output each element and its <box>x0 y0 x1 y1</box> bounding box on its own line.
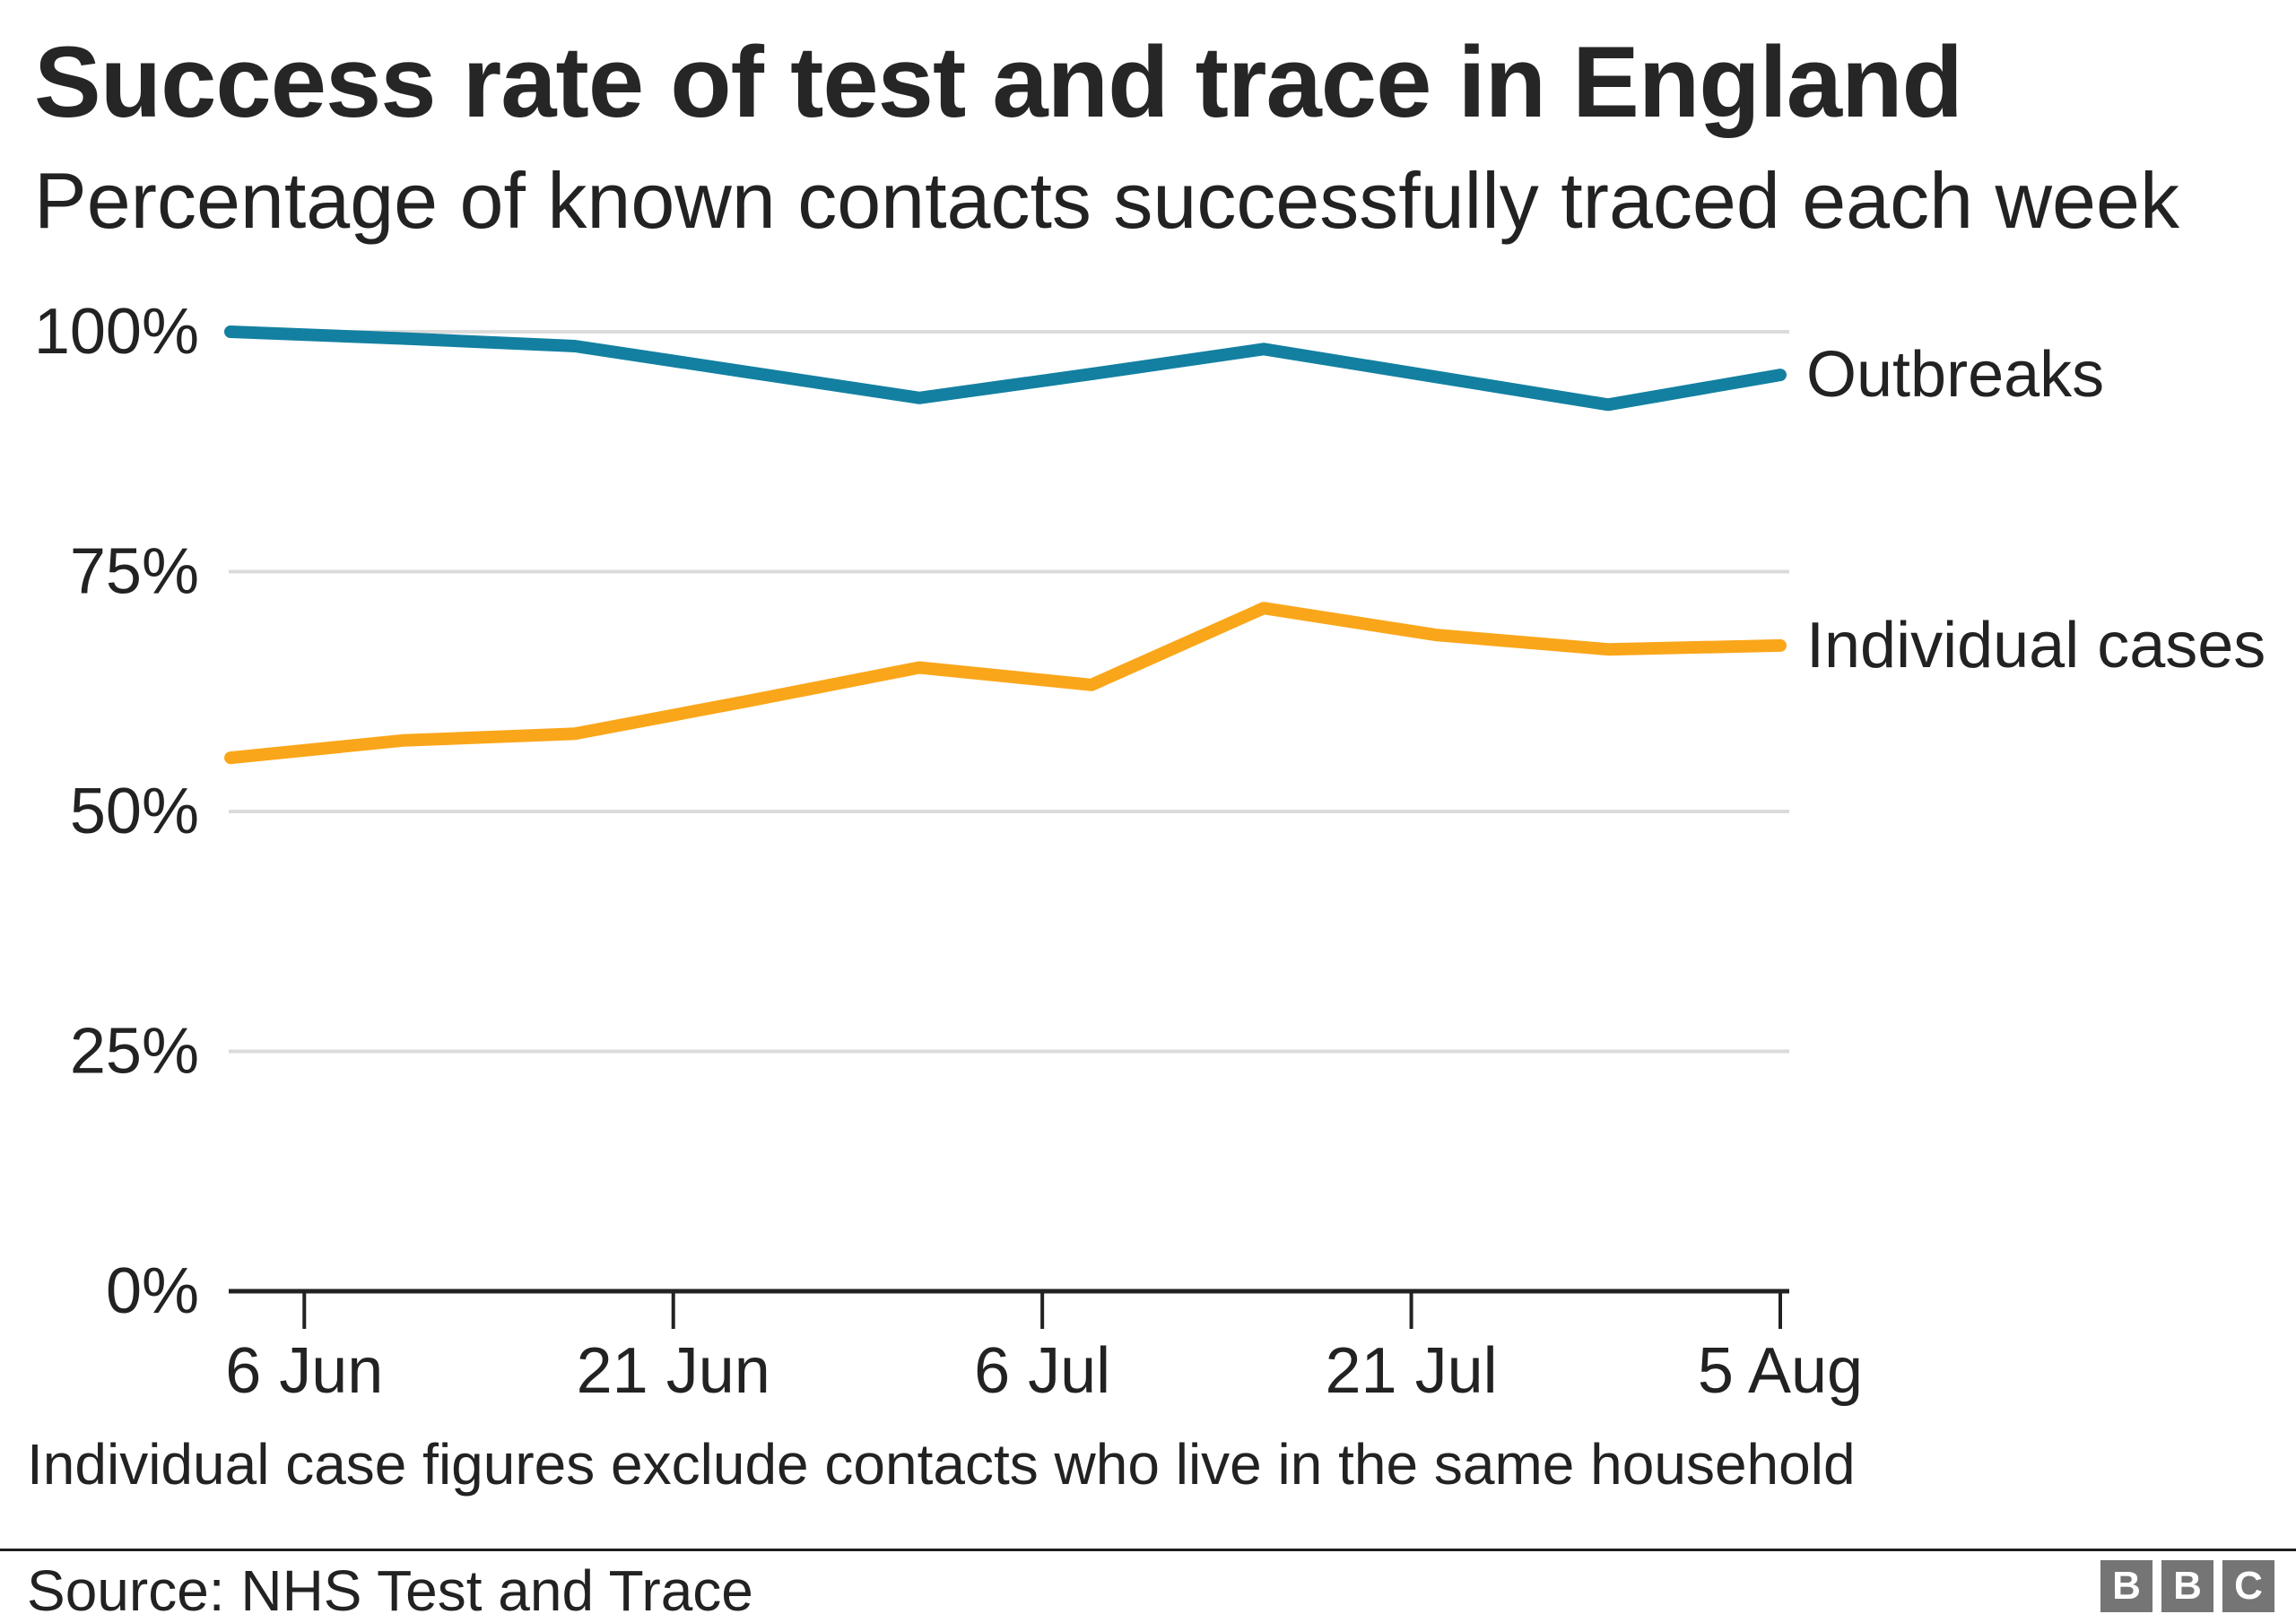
y-axis-label-75: 75% <box>70 536 199 608</box>
x-axis-label-21-jun: 21 Jun <box>577 1335 770 1407</box>
y-axis-label-0: 0% <box>106 1255 199 1327</box>
chart-title: Success rate of test and trace in Englan… <box>34 26 1963 138</box>
y-axis-label-100: 100% <box>34 296 199 368</box>
footnote: Individual case figures exclude contacts… <box>27 1432 1856 1497</box>
divider <box>0 1549 2296 1551</box>
x-axis-label-5-aug: 5 Aug <box>1698 1335 1863 1407</box>
chart-subtitle: Percentage of known contacts successfull… <box>34 156 2179 245</box>
x-axis-label-6-jul: 6 Jul <box>974 1335 1110 1407</box>
bbc-logo: B B C <box>2100 1560 2274 1612</box>
x-axis-label-21-jul: 21 Jul <box>1326 1335 1498 1407</box>
bbc-logo-block: B <box>2161 1560 2213 1612</box>
y-axis-label-50: 50% <box>70 776 199 847</box>
bbc-logo-block: C <box>2222 1560 2274 1612</box>
series-label-outbreaks: Outbreaks <box>1806 339 2104 411</box>
x-axis-label-6-jun: 6 Jun <box>225 1335 383 1407</box>
line-chart: 0% 25% 50% 75% 100% 6 Jun 21 Jun 6 Jul 21 Jul 5 A… <box>34 296 2266 1407</box>
outbreaks-line <box>224 325 1787 412</box>
bbc-logo-block: B <box>2100 1560 2152 1612</box>
individual-cases-line <box>224 602 1787 765</box>
series-label-individual-cases: Individual cases <box>1806 610 2266 681</box>
source-label: Source: NHS Test and Trace <box>27 1558 753 1614</box>
y-axis-label-25: 25% <box>70 1016 199 1088</box>
